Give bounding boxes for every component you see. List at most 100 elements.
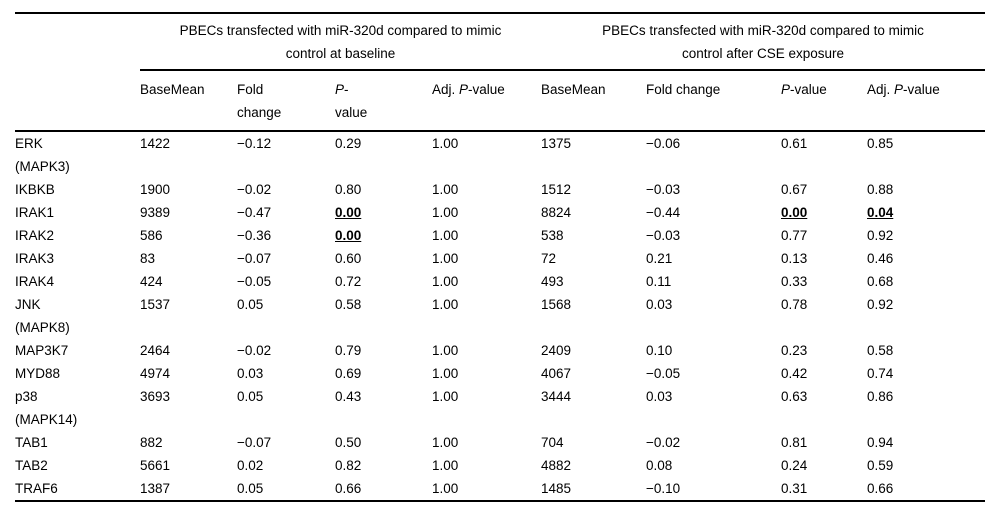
value-cell: 1.00: [432, 205, 459, 220]
value-cell: −0.05: [646, 366, 681, 381]
value-cell: 83: [140, 251, 156, 266]
header-text: -value: [790, 82, 827, 97]
table-row: MAP3K7 2464 −0.02 0.79 1.00 2409 0.10 0.23 0.58: [15, 339, 985, 362]
value-cell: −0.02: [237, 343, 272, 358]
table-row: TAB1 882 −0.07 0.50 1.00 704 −0.02 0.81 0.94: [15, 431, 985, 454]
value-cell: 0.67: [781, 182, 808, 197]
gene-name: IKBKB: [15, 182, 55, 197]
value-cell: 0.31: [781, 481, 808, 496]
table-row: MYD88 4974 0.03 0.69 1.00 4067 −0.05 0.42 0.74: [15, 362, 985, 385]
gene-name: MYD88: [15, 366, 61, 381]
value-cell: 0.03: [237, 366, 264, 381]
header-text: Fold change: [646, 82, 721, 97]
value-cell: 3444: [541, 389, 572, 404]
gene-name: TAB1: [15, 435, 48, 450]
value-cell: 0.05: [237, 389, 264, 404]
value-cell: 0.60: [335, 251, 362, 266]
column-header-basemean-right: BaseMean: [541, 70, 646, 132]
gene-name: p38 (MAPK14): [15, 389, 78, 427]
value-cell: 0.72: [335, 274, 362, 289]
group-header-cse-exposure: PBECs transfected with miR-320d compared…: [541, 13, 985, 71]
value-cell: 0.13: [781, 251, 808, 266]
value-cell: 0.82: [335, 458, 362, 473]
value-cell: 0.42: [781, 366, 808, 381]
value-cell: 424: [140, 274, 163, 289]
value-cell: 0.03: [646, 389, 673, 404]
value-cell: 8824: [541, 205, 572, 220]
value-cell: 1.00: [432, 389, 459, 404]
header-text: Adj.: [432, 82, 460, 97]
value-cell: 1568: [541, 297, 572, 312]
value-cell: 0.68: [867, 274, 894, 289]
value-cell: −0.06: [646, 136, 681, 151]
value-cell: 0.79: [335, 343, 362, 358]
value-cell: 0.85: [867, 136, 894, 151]
value-cell: 1512: [541, 182, 572, 197]
value-cell: 5661: [140, 458, 171, 473]
table-row: p38 (MAPK14) 3693 0.05 0.43 1.00 3444 0.03 0.63…: [15, 385, 985, 431]
table-row: IRAK1 9389 −0.47 0.00 1.00 8824 −0.44 0.00 0.04: [15, 201, 985, 224]
significant-value: 0.00: [335, 228, 362, 243]
value-cell: −0.05: [237, 274, 272, 289]
value-cell: −0.07: [237, 251, 272, 266]
value-cell: 1375: [541, 136, 572, 151]
value-cell: 0.50: [335, 435, 362, 450]
value-cell: 0.66: [867, 481, 894, 496]
value-cell: 0.05: [237, 481, 264, 496]
corner-cell: [15, 13, 140, 70]
value-cell: 0.69: [335, 366, 362, 381]
value-cell: 0.21: [646, 251, 673, 266]
column-header-row: BaseMean Fold change P- value Adj. P-val…: [15, 70, 985, 132]
header-italic: P: [459, 82, 469, 97]
gene-name: TRAF6: [15, 481, 58, 496]
gene-name: IRAK2: [15, 228, 55, 243]
header-italic: P: [781, 82, 791, 97]
column-header-basemean-left: BaseMean: [140, 70, 237, 132]
value-cell: 0.08: [646, 458, 673, 473]
value-cell: −0.36: [237, 228, 272, 243]
value-cell: 0.00: [335, 224, 432, 247]
table-row: IRAK3 83 −0.07 0.60 1.00 72 0.21 0.13 0.46: [15, 247, 985, 270]
significant-value: 0.04: [867, 205, 894, 220]
gene-name: TAB2: [15, 458, 48, 473]
value-cell: 0.80: [335, 182, 362, 197]
value-cell: 0.11: [646, 274, 672, 289]
value-cell: 1.00: [432, 274, 459, 289]
value-cell: 0.77: [781, 228, 808, 243]
value-cell: 1.00: [432, 366, 459, 381]
value-cell: 1.00: [432, 136, 459, 151]
value-cell: 1.00: [432, 228, 459, 243]
gene-name: IRAK4: [15, 274, 55, 289]
value-cell: 1.00: [432, 481, 459, 496]
value-cell: 1.00: [432, 435, 459, 450]
table-row: IRAK2 586 −0.36 0.00 1.00 538 −0.03 0.77 0.92: [15, 224, 985, 247]
value-cell: 0.05: [237, 297, 264, 312]
value-cell: 882: [140, 435, 163, 450]
header-italic: P: [894, 82, 904, 97]
value-cell: 0.63: [781, 389, 808, 404]
value-cell: 493: [541, 274, 564, 289]
value-cell: 0.74: [867, 366, 894, 381]
value-cell: −0.02: [237, 182, 272, 197]
value-cell: 1900: [140, 182, 171, 197]
value-cell: 0.03: [646, 297, 673, 312]
value-cell: −0.03: [646, 228, 681, 243]
value-cell: −0.02: [646, 435, 681, 450]
value-cell: 1.00: [432, 297, 459, 312]
value-cell: 0.92: [867, 297, 894, 312]
value-cell: 0.02: [237, 458, 264, 473]
value-cell: 0.00: [781, 201, 867, 224]
value-cell: 4882: [541, 458, 572, 473]
gene-name: JNK (MAPK8): [15, 297, 70, 335]
value-cell: 3693: [140, 389, 171, 404]
value-cell: 0.24: [781, 458, 808, 473]
value-cell: 0.59: [867, 458, 894, 473]
value-cell: 1.00: [432, 343, 459, 358]
value-cell: 1422: [140, 136, 171, 151]
value-cell: 4974: [140, 366, 171, 381]
value-cell: −0.44: [646, 205, 681, 220]
value-cell: −0.10: [646, 481, 681, 496]
value-cell: 0.81: [781, 435, 808, 450]
value-cell: −0.07: [237, 435, 272, 450]
gene-name: IRAK3: [15, 251, 55, 266]
